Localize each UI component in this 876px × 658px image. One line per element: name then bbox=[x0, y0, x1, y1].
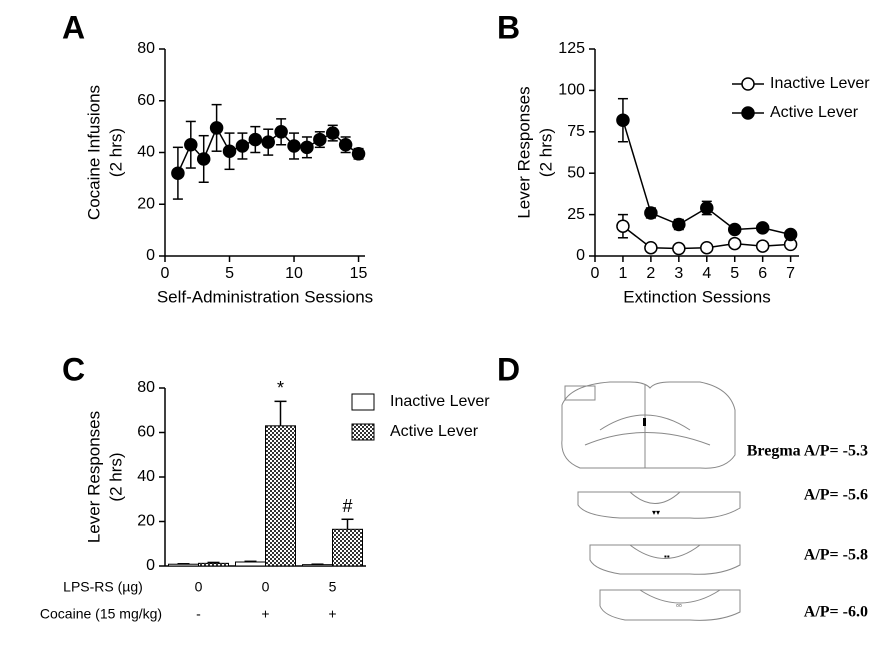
marker bbox=[755, 221, 770, 235]
x-tick-label: 7 bbox=[786, 265, 795, 282]
svg-text:▫▫: ▫▫ bbox=[676, 601, 682, 610]
y-tick-label: 80 bbox=[137, 379, 155, 396]
x-tick-label: 10 bbox=[285, 265, 303, 282]
svg-text:▪▪: ▪▪ bbox=[664, 552, 670, 561]
y-axis-label: (2 hrs) bbox=[106, 128, 125, 177]
marker bbox=[616, 219, 630, 233]
y-axis-label: (2 hrs) bbox=[106, 452, 125, 501]
y-tick-label: 25 bbox=[567, 206, 585, 223]
panel-letter: A bbox=[62, 9, 85, 45]
y-tick-label: 125 bbox=[558, 40, 585, 57]
section-label: A/P= -5.6 bbox=[804, 487, 868, 504]
y-tick-label: 40 bbox=[137, 468, 155, 485]
y-axis-label: Lever Responses bbox=[84, 411, 103, 543]
legend-label: Active Lever bbox=[770, 104, 859, 121]
svg-text:▾▾: ▾▾ bbox=[652, 508, 660, 517]
section-label: A/P= -6.0 bbox=[804, 604, 868, 621]
marker bbox=[184, 137, 198, 152]
bar bbox=[265, 425, 296, 567]
category2-label: + bbox=[328, 606, 336, 622]
marker bbox=[616, 113, 630, 127]
x-tick-label: 1 bbox=[618, 265, 627, 282]
marker bbox=[313, 132, 327, 147]
marker bbox=[300, 140, 314, 155]
marker bbox=[248, 132, 263, 147]
y-tick-label: 0 bbox=[146, 557, 155, 574]
category2-axis-label: Cocaine (15 mg/kg) bbox=[40, 606, 162, 622]
panel-letter: B bbox=[497, 9, 520, 45]
marker bbox=[727, 236, 742, 251]
x-axis-label: Extinction Sessions bbox=[623, 287, 770, 306]
y-tick-label: 60 bbox=[137, 92, 155, 109]
legend-marker bbox=[741, 106, 755, 120]
x-tick-label: 15 bbox=[350, 265, 368, 282]
marker bbox=[325, 126, 340, 140]
category-axis-label: LPS-RS (µg) bbox=[63, 579, 143, 595]
marker bbox=[755, 239, 770, 253]
annotation: * bbox=[277, 378, 284, 398]
y-axis-label: (2 hrs) bbox=[536, 128, 555, 177]
marker bbox=[783, 227, 798, 242]
x-tick-label: 2 bbox=[646, 265, 655, 282]
brain-sections: ▾▾ ▪▪ ▫▫ bbox=[561, 381, 741, 621]
legend-swatch bbox=[351, 393, 375, 411]
annotation: # bbox=[342, 496, 352, 516]
section-label: A/P= -5.8 bbox=[804, 547, 868, 564]
y-tick-label: 80 bbox=[137, 40, 155, 57]
category-label: 5 bbox=[329, 579, 337, 595]
category2-label: + bbox=[261, 606, 269, 622]
marker bbox=[222, 144, 237, 158]
y-tick-label: 0 bbox=[146, 247, 155, 264]
marker bbox=[196, 152, 211, 166]
marker bbox=[700, 201, 714, 215]
marker bbox=[171, 166, 185, 180]
x-tick-label: 0 bbox=[161, 265, 170, 282]
y-tick-label: 0 bbox=[576, 247, 585, 264]
y-axis-label: Cocaine Infusions bbox=[84, 85, 103, 220]
x-tick-label: 0 bbox=[591, 265, 600, 282]
y-tick-label: 20 bbox=[137, 195, 155, 212]
marker bbox=[338, 137, 353, 152]
marker bbox=[672, 241, 686, 256]
x-tick-label: 6 bbox=[758, 265, 767, 282]
marker bbox=[672, 217, 686, 232]
marker bbox=[209, 121, 224, 135]
marker bbox=[261, 135, 275, 149]
y-tick-label: 20 bbox=[137, 513, 155, 530]
marker bbox=[700, 240, 714, 255]
legend-marker bbox=[741, 77, 755, 91]
y-tick-label: 60 bbox=[137, 424, 155, 441]
legend-label: Inactive Lever bbox=[390, 393, 490, 410]
category-label: 0 bbox=[262, 579, 270, 595]
marker bbox=[287, 139, 301, 153]
legend-swatch bbox=[351, 423, 375, 441]
category-label: 0 bbox=[195, 579, 203, 595]
x-tick-label: 3 bbox=[674, 265, 683, 282]
x-axis-label: Self-Administration Sessions bbox=[157, 287, 373, 306]
bar bbox=[235, 561, 266, 567]
panel-letter: C bbox=[62, 351, 85, 387]
x-tick-label: 4 bbox=[702, 265, 711, 282]
x-tick-label: 5 bbox=[225, 265, 234, 282]
bar bbox=[198, 562, 229, 567]
panel-letter: D bbox=[497, 351, 520, 387]
y-axis-label: Lever Responses bbox=[514, 86, 533, 218]
section-label: Bregma A/P= -5.3 bbox=[747, 443, 868, 460]
legend-label: Inactive Lever bbox=[770, 75, 870, 92]
y-tick-label: 40 bbox=[137, 144, 155, 161]
y-tick-label: 75 bbox=[567, 123, 585, 140]
marker bbox=[351, 147, 366, 161]
marker bbox=[644, 240, 658, 255]
bar bbox=[332, 528, 363, 567]
legend-label: Active Lever bbox=[390, 423, 479, 440]
category2-label: - bbox=[196, 606, 201, 622]
marker bbox=[727, 222, 742, 237]
y-tick-label: 50 bbox=[567, 164, 585, 181]
marker bbox=[274, 125, 288, 139]
x-tick-label: 5 bbox=[730, 265, 739, 282]
marker bbox=[235, 139, 250, 153]
marker bbox=[644, 206, 658, 220]
y-tick-label: 100 bbox=[558, 82, 585, 99]
